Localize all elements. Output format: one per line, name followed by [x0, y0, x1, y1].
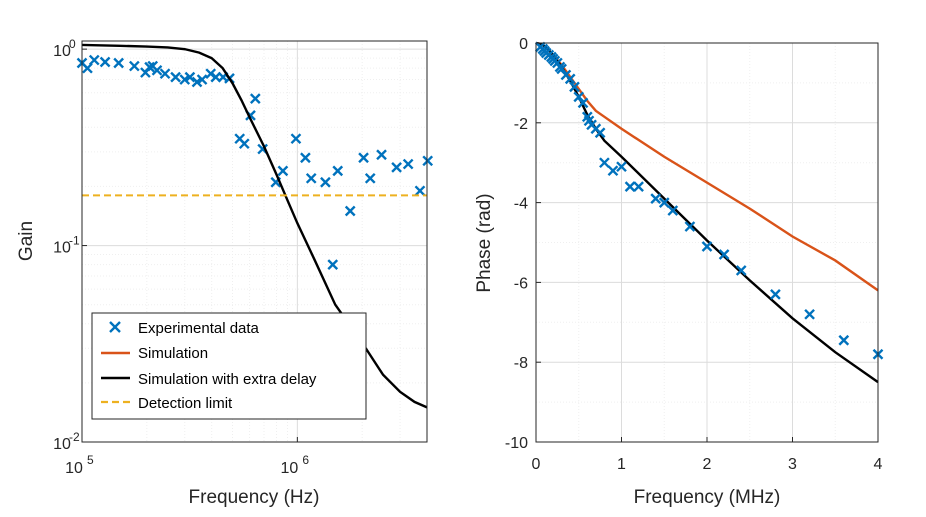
- gain-y-tick-label: 10: [53, 240, 71, 257]
- phase-data-point: [701, 241, 713, 252]
- phase-y-tick-label: -4: [514, 196, 528, 213]
- gain-x-tick-exponent: 5: [87, 453, 94, 467]
- gain-data-point: [151, 64, 163, 76]
- phase-x-tick-label: 4: [874, 456, 883, 473]
- phase-data-point: [573, 91, 585, 103]
- phase-y-axis-label: Phase (rad): [474, 193, 495, 292]
- legend-marker-experimental-data: [109, 321, 121, 333]
- legend-label-extra-delay: Simulation with extra delay: [138, 371, 317, 388]
- gain-data-point: [170, 71, 181, 83]
- gain-data-point: [391, 162, 402, 173]
- gain-x-tick-label: 10: [65, 460, 83, 477]
- gain-data-point: [249, 93, 261, 104]
- gain-data-point: [422, 155, 434, 167]
- gain-data-point: [184, 71, 196, 83]
- gain-data-point: [344, 205, 356, 217]
- gain-data-point: [277, 165, 289, 177]
- gain-extra-delay-line: [81, 43, 428, 409]
- gain-data-point: [414, 185, 426, 197]
- gain-y-tick-label: 10: [53, 436, 71, 453]
- phase-data-point: [735, 265, 747, 276]
- phase-data-point: [556, 63, 567, 75]
- legend-label-experimental-data: Experimental data: [138, 320, 260, 337]
- phase-ticks: 0 1 2 3 4 0 -2 -4 -6 -8 -10: [505, 36, 883, 473]
- gain-data-point: [88, 54, 100, 66]
- phase-data-point: [569, 81, 580, 93]
- phase-y-tick-label: -2: [514, 116, 528, 133]
- gain-data-point: [128, 60, 140, 72]
- gain-series: [76, 43, 434, 409]
- gain-data-point: [364, 172, 376, 184]
- phase-data-point: [577, 97, 589, 109]
- gain-data-point: [99, 56, 111, 68]
- gain-y-tick-label: 10: [53, 43, 71, 60]
- gain-data-point: [113, 57, 125, 69]
- phase-data-point: [838, 334, 850, 346]
- phase-data-point: [616, 161, 627, 173]
- legend-label-detection-limit: Detection limit: [138, 395, 233, 412]
- phase-data-point: [599, 157, 610, 169]
- phase-data-point: [633, 181, 644, 192]
- phase-y-tick-label: -8: [514, 355, 528, 372]
- gain-data-point: [144, 61, 155, 73]
- gain-data-point: [290, 133, 302, 145]
- gain-x-tick-exponent: 6: [302, 453, 309, 467]
- gain-data-point: [238, 138, 250, 150]
- gain-data-point: [159, 68, 171, 80]
- legend-label-simulation: Simulation: [138, 345, 208, 362]
- gain-data-point: [376, 149, 387, 161]
- gain-data-point: [327, 259, 339, 270]
- gain-data-point: [402, 158, 414, 170]
- phase-data-point: [650, 193, 662, 204]
- phase-x-tick-label: 2: [703, 456, 712, 473]
- phase-data-point: [594, 127, 606, 139]
- gain-y-tick-exponent: 0: [69, 37, 76, 51]
- phase-x-tick-label: 1: [617, 456, 626, 473]
- legend: Experimental data Simulation Simulation …: [91, 312, 367, 420]
- gain-data-point: [305, 172, 317, 184]
- phase-data-point: [718, 249, 730, 260]
- phase-data-point: [770, 289, 781, 300]
- phase-chart: 0 1 2 3 4 0 -2 -4 -6 -8 -10 Frequency (MHz) Phase …: [474, 36, 884, 508]
- gain-data-point: [196, 74, 208, 85]
- gain-data-point: [358, 152, 369, 164]
- phase-data-point: [804, 308, 815, 320]
- phase-data-point: [658, 197, 670, 208]
- phase-data-point: [667, 205, 679, 216]
- gain-data-point: [300, 152, 311, 164]
- gain-data-point: [332, 165, 344, 177]
- phase-grid: [535, 42, 879, 443]
- gain-x-tick-label: 10: [280, 460, 298, 477]
- phase-data-point: [684, 221, 696, 232]
- phase-data-point: [624, 181, 636, 192]
- phase-series: [534, 41, 884, 384]
- gain-data-point: [320, 176, 331, 188]
- phase-data-point: [607, 165, 619, 177]
- legend-box: [91, 312, 367, 420]
- phase-y-tick-label: -10: [505, 435, 528, 452]
- phase-data-point: [564, 73, 576, 85]
- phase-y-tick-label: -6: [514, 275, 528, 292]
- gain-y-axis-label: Gain: [16, 221, 37, 261]
- gain-y-tick-exponent: -2: [69, 430, 80, 444]
- phase-y-tick-label: 0: [519, 36, 528, 53]
- gain-y-tick-exponent: -1: [69, 234, 80, 248]
- gain-x-axis-label: Frequency (Hz): [189, 487, 320, 508]
- gain-axes-box: [81, 40, 428, 443]
- phase-x-axis-label: Frequency (MHz): [634, 487, 781, 508]
- phase-x-tick-label: 3: [788, 456, 797, 473]
- phase-x-tick-label: 0: [532, 456, 541, 473]
